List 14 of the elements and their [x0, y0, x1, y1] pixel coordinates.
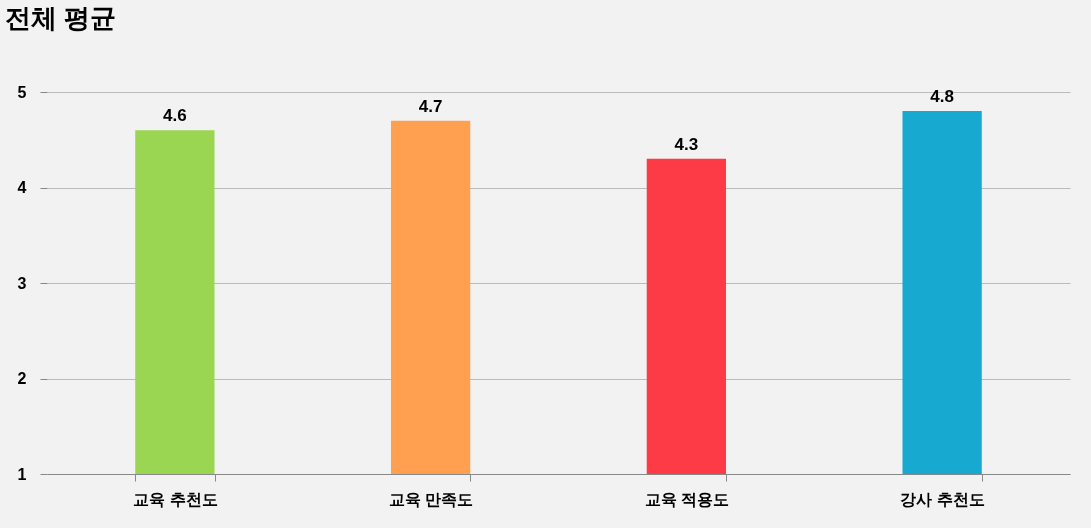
- x-tick-label: 교육 만족도: [388, 490, 474, 508]
- y-tick-label: 2: [17, 370, 27, 387]
- data-label: 4.6: [163, 106, 187, 126]
- y-tick-label: 3: [17, 274, 27, 292]
- x-tick-label: 교육 적용도: [644, 490, 730, 508]
- data-label: 4.8: [930, 87, 954, 107]
- x-tick-label: 교육 추천도: [133, 490, 218, 508]
- y-tick-label: 5: [17, 83, 27, 101]
- y-tick-label: 1: [17, 465, 27, 483]
- y-tick-label: 4: [17, 179, 27, 196]
- data-label: 4.3: [674, 134, 699, 154]
- data-label: 4.7: [418, 96, 443, 116]
- chart-title: 전체 평균: [5, 3, 117, 33]
- x-tick-label: 강사 추천도: [900, 490, 985, 508]
